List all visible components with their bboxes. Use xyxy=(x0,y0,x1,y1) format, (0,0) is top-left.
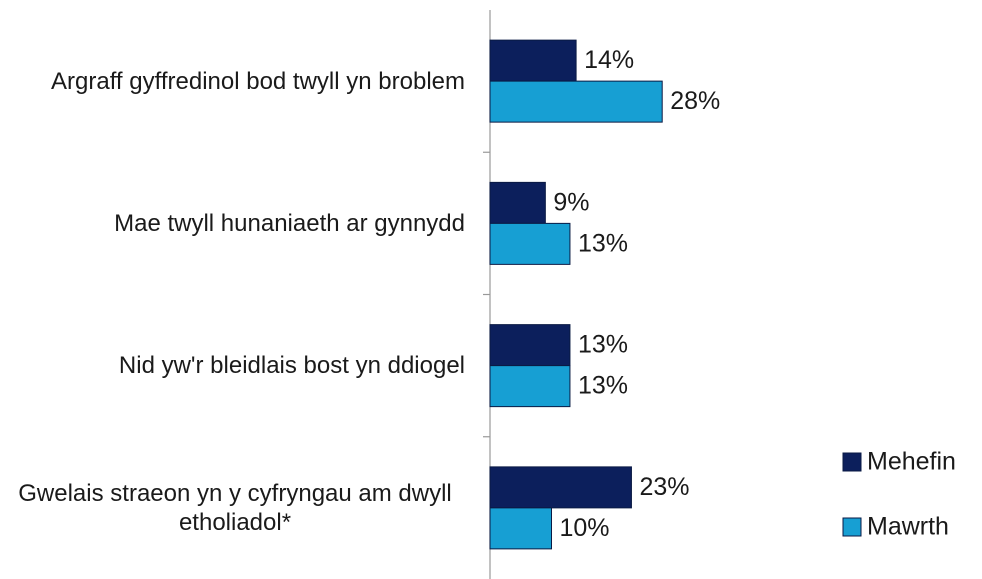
category-label-box: Nid yw'r bleidlais bost yn ddiogel xyxy=(119,306,465,426)
data-label: 28% xyxy=(670,87,720,115)
data-label: 9% xyxy=(553,188,589,216)
data-label: 13% xyxy=(578,331,628,359)
legend-swatch xyxy=(842,517,862,537)
category-label: Nid yw'r bleidlais bost yn ddiogel xyxy=(118,352,465,380)
bar xyxy=(489,80,663,123)
bar xyxy=(489,324,571,367)
data-label: 13% xyxy=(578,372,628,400)
data-label: 13% xyxy=(578,229,628,257)
bar xyxy=(489,39,577,82)
bar xyxy=(489,365,571,408)
bar xyxy=(489,466,632,509)
category-label: Argraff gyffredinol bod twyll yn broblem xyxy=(51,67,465,95)
category-label-box: Argraff gyffredinol bod twyll yn broblem xyxy=(51,21,465,141)
category-label: Gwelais straeon yn y cyfryngau am dwyll … xyxy=(18,479,452,536)
data-label: 10% xyxy=(560,514,610,542)
bar xyxy=(489,507,552,550)
bar xyxy=(489,181,546,224)
data-label: 23% xyxy=(639,473,689,501)
legend-swatch xyxy=(842,452,862,472)
bar xyxy=(489,222,571,265)
category-label-box: Gwelais straeon yn y cyfryngau am dwyll … xyxy=(5,448,465,568)
data-label: 14% xyxy=(584,46,634,74)
category-label-box: Mae twyll hunaniaeth ar gynnydd xyxy=(114,163,465,283)
legend-label: Mawrth xyxy=(867,513,949,541)
legend-label: Mehefin xyxy=(867,448,956,476)
category-label: Mae twyll hunaniaeth ar gynnydd xyxy=(114,209,465,237)
